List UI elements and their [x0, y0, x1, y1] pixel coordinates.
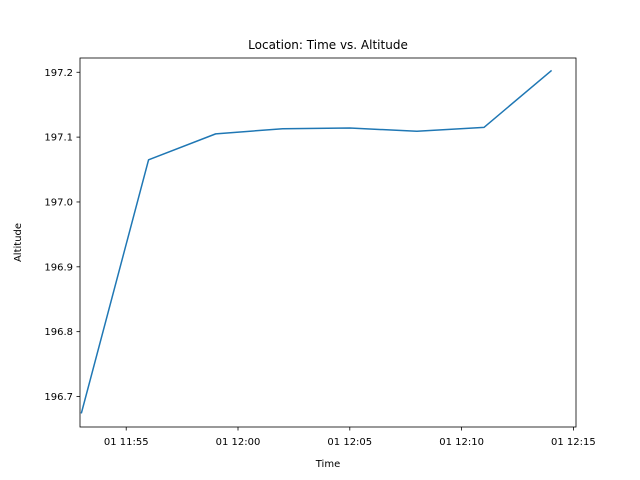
- y-tick-label: 196.7: [44, 392, 73, 403]
- y-tick-label: 196.8: [44, 327, 73, 338]
- y-tick-label: 197.1: [44, 133, 73, 144]
- y-axis: 196.7 196.8 196.9 197.0 197.1 197.2: [44, 68, 80, 403]
- plot-frame: [79, 57, 577, 428]
- y-tick-label: 196.9: [44, 262, 73, 273]
- x-axis: 01 11:55 01 12:00 01 12:05 01 12:10 01 12:15: [104, 427, 596, 448]
- x-tick-label: 01 11:55: [104, 437, 149, 448]
- y-axis-label: Altitude: [13, 223, 24, 262]
- y-tick-label: 197.2: [44, 68, 73, 79]
- plot-area: [79, 57, 577, 428]
- x-tick-label: 01 12:00: [216, 437, 261, 448]
- chart-title: Location: Time vs. Altitude: [248, 38, 408, 52]
- x-tick-label: 01 12:10: [439, 437, 484, 448]
- y-tick-label: 197.0: [44, 197, 73, 208]
- x-axis-label: Time: [315, 459, 340, 470]
- x-tick-label: 01 12:15: [551, 437, 596, 448]
- series-line: [80, 69, 553, 414]
- x-tick-label: 01 12:05: [327, 437, 372, 448]
